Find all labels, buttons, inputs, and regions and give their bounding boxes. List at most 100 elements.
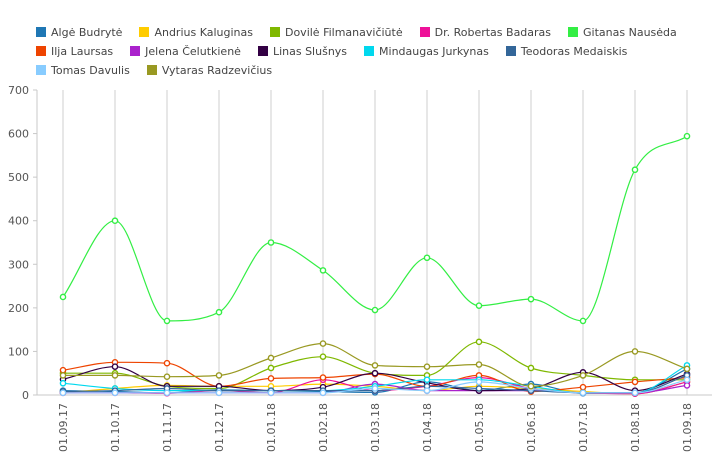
data-point: [59, 366, 67, 374]
y-tick-label: 200: [8, 302, 29, 315]
legend-item[interactable]: Gitanas Nausėda: [568, 25, 677, 40]
data-point: [267, 354, 275, 362]
data-point: [371, 385, 379, 392]
data-point: [111, 389, 119, 397]
data-point: [371, 369, 379, 377]
legend-swatch: [36, 27, 46, 37]
legend-item[interactable]: Algė Budrytė: [36, 25, 122, 40]
legend-swatch: [36, 65, 46, 75]
data-point: [579, 317, 587, 325]
data-point: [111, 217, 119, 225]
data-point: [215, 389, 223, 397]
data-point: [475, 378, 483, 386]
y-tick-label: 0: [22, 389, 29, 402]
legend-label: Algė Budrytė: [51, 26, 123, 39]
legend-label: Gitanas Nausėda: [583, 26, 677, 39]
x-tick-label: 01.03.18: [369, 403, 382, 452]
legend-label: Jelena Čelutkienė: [145, 45, 241, 58]
data-point: [163, 317, 171, 325]
data-point: [683, 382, 691, 389]
legend-swatch: [505, 46, 516, 56]
data-point: [163, 359, 171, 367]
legend-swatch: [257, 46, 268, 56]
data-point: [527, 382, 535, 390]
data-point: [631, 166, 639, 174]
y-tick-label: 700: [8, 84, 29, 97]
x-tick-label: 01.06.18: [525, 403, 538, 452]
legend-label: Dovilė Filmanavičiūtė: [284, 26, 403, 39]
data-point: [319, 267, 327, 274]
data-point: [475, 302, 483, 309]
legend-label: Dr. Robertas Badaras: [434, 26, 552, 39]
data-point: [111, 372, 119, 379]
legend-item[interactable]: Andrius Kaluginas: [139, 25, 253, 40]
data-point: [319, 374, 327, 381]
data-point: [631, 378, 639, 386]
data-point: [579, 389, 587, 397]
legend-item[interactable]: Teodoras Medaiskis: [505, 44, 628, 59]
legend-swatch: [139, 27, 150, 37]
legend-label: Ilja Laursas: [51, 45, 114, 58]
x-tick-label: 01.09.17: [57, 403, 70, 452]
data-point: [631, 389, 639, 397]
legend-swatch: [419, 27, 430, 37]
data-point: [579, 372, 587, 379]
x-tick-label: 01.11.17: [161, 403, 174, 452]
data-point: [631, 348, 639, 355]
legend-label: Tomas Davulis: [51, 64, 130, 77]
chart-legend: Algė Budrytė Andrius Kaluginas Dovilė Film…: [36, 25, 716, 82]
legend-label: Teodoras Medaiskis: [520, 45, 628, 58]
data-point: [319, 353, 327, 360]
data-point: [59, 379, 67, 387]
x-tick-label: 01.01.18: [265, 403, 278, 452]
y-tick-label: 600: [8, 128, 29, 141]
data-point: [215, 372, 223, 379]
legend-swatch: [568, 27, 579, 37]
data-point: [267, 239, 275, 246]
data-point: [371, 362, 379, 369]
data-point: [423, 363, 431, 370]
legend-item[interactable]: Mindaugas Jurkynas: [364, 44, 489, 59]
data-point: [371, 306, 379, 314]
data-point: [423, 376, 431, 384]
y-tick-label: 400: [8, 215, 29, 228]
legend-swatch: [130, 46, 141, 56]
data-point: [423, 254, 431, 262]
legend-label: Vytaras Radzevičius: [161, 64, 273, 77]
legend-item[interactable]: Dovilė Filmanavičiūtė: [269, 25, 403, 40]
x-tick-label: 01.10.17: [109, 403, 122, 452]
data-point: [163, 373, 171, 381]
data-point: [59, 389, 67, 397]
data-point: [475, 361, 483, 368]
data-point: [423, 387, 431, 394]
data-point: [683, 376, 691, 384]
x-tick-label: 01.07.18: [577, 403, 590, 452]
legend-item[interactable]: Ilja Laursas: [36, 44, 113, 59]
x-tick-label: 01.05.18: [473, 403, 486, 452]
data-point: [59, 372, 67, 379]
data-point: [475, 385, 483, 392]
x-tick-label: 01.09.18: [681, 403, 694, 452]
data-point: [683, 132, 691, 140]
legend-item[interactable]: Dr. Robertas Badaras: [419, 25, 552, 40]
x-tick-label: 01.02.18: [317, 403, 330, 452]
legend-swatch: [36, 46, 46, 56]
legend-swatch: [146, 65, 157, 75]
legend-swatch: [269, 27, 280, 37]
legend-item[interactable]: Vytaras Radzevičius: [146, 63, 273, 78]
legend-item[interactable]: Linas Slušnys: [257, 44, 348, 59]
y-tick-label: 300: [8, 258, 29, 271]
data-point: [579, 383, 587, 391]
legend-item[interactable]: Jelena Čelutkienė: [130, 44, 241, 59]
data-point: [111, 363, 119, 370]
y-tick-label: 100: [8, 345, 29, 358]
x-tick-label: 01.04.18: [421, 403, 434, 452]
data-point: [59, 293, 67, 301]
data-point: [527, 295, 535, 303]
legend-swatch: [364, 46, 375, 56]
data-point: [267, 389, 275, 397]
legend-item[interactable]: Tomas Davulis: [36, 63, 130, 78]
legend-label: Linas Slušnys: [272, 45, 348, 58]
data-point: [527, 364, 535, 372]
